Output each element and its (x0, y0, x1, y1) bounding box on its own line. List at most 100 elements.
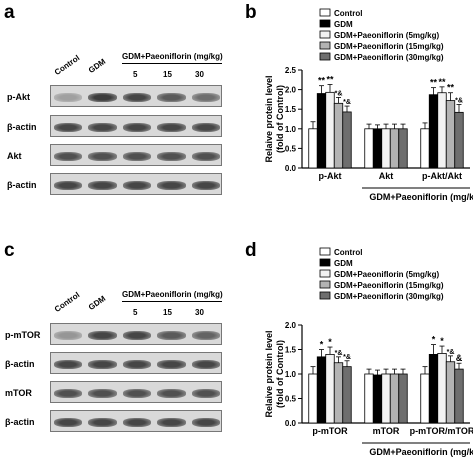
legend-entry: Control (334, 248, 362, 257)
treatment-label: GDM+Paeoniflorin (mg/kg) (122, 52, 223, 61)
bar (308, 128, 318, 169)
row-label-akt: Akt (7, 151, 22, 161)
blot-band (191, 180, 220, 190)
bar (398, 128, 408, 169)
y-tick-label: 1.0 (285, 125, 297, 134)
significance-label: * (320, 340, 324, 350)
blot-band (122, 388, 152, 398)
row-label-b-actin-1: β-actin (7, 122, 37, 132)
bar (420, 128, 430, 169)
legend-entry: GDM+Paeoniflorin (30mg/kg) (334, 53, 444, 62)
dose-30: 30 (195, 308, 204, 317)
legend-swatch (319, 52, 331, 61)
blot-strip (50, 173, 222, 195)
blot-strip (50, 410, 222, 432)
bar (445, 361, 456, 424)
bar (316, 93, 327, 169)
bar (325, 353, 335, 424)
blot-band (122, 359, 152, 369)
row-label-b-actin-2: β-actin (7, 180, 37, 190)
blot-band (88, 417, 117, 427)
blot-band (191, 388, 220, 398)
significance-label: ** (318, 76, 326, 86)
blot-band (122, 122, 152, 132)
legend-swatch (319, 30, 331, 39)
category-label: p-mTOR/mTOR (410, 426, 473, 436)
blot-band (88, 122, 117, 132)
y-axis-label: (fold of Control) (275, 85, 285, 153)
panel-letter-d: d (245, 240, 257, 261)
row-label-b-actin-2: β-actin (5, 417, 35, 427)
bar (398, 373, 408, 424)
legend-swatch (319, 291, 331, 300)
blot-band (157, 417, 186, 427)
blot-col-gdm: GDM (86, 293, 108, 312)
y-tick-label: 1.5 (285, 346, 297, 355)
dose-15: 15 (163, 308, 172, 317)
bar (333, 102, 344, 169)
blot-band (54, 180, 83, 190)
bar (437, 353, 447, 424)
bar (381, 373, 391, 424)
blot-band (88, 180, 117, 190)
blot-band (54, 151, 83, 161)
legend-entry: Control (334, 9, 362, 18)
category-label: p-mTOR (312, 426, 348, 436)
y-tick-label: 0.0 (285, 164, 297, 173)
legend-entry: GDM+Paeoniflorin (30mg/kg) (334, 292, 444, 301)
legend-entry: GDM+Paeoniflorin (5mg/kg) (334, 31, 439, 40)
significance-label: * (328, 337, 332, 347)
dose-5: 5 (133, 308, 138, 317)
blot-band (191, 122, 220, 132)
blot-band (88, 151, 117, 161)
bar (342, 366, 352, 424)
significance-label: ** (438, 77, 446, 87)
bar (437, 92, 447, 169)
blot-band (122, 330, 152, 340)
legend-swatch (319, 258, 331, 267)
bar (308, 373, 318, 424)
blot-band (122, 417, 152, 427)
category-label: Akt (379, 171, 394, 181)
bar (372, 374, 383, 424)
blot-band (191, 330, 220, 340)
blot-band (191, 151, 220, 161)
bar (316, 356, 327, 424)
significance-label: *& (455, 97, 463, 104)
blot-band (88, 330, 117, 340)
y-tick-label: 1.0 (285, 370, 297, 379)
y-tick-label: 0.5 (285, 395, 297, 404)
blot-band (54, 417, 83, 427)
blot-band (191, 359, 220, 369)
y-tick-label: 2.5 (285, 66, 297, 75)
blot-band (88, 388, 117, 398)
bar (445, 100, 456, 169)
significance-label: * (432, 335, 436, 345)
legend-entry: GDM+Paeoniflorin (15mg/kg) (334, 281, 444, 290)
y-axis-label: Relaive protein level (264, 330, 274, 417)
blot-band (54, 92, 83, 102)
blot-band (191, 417, 220, 427)
legend-entry: GDM+Paeoniflorin (15mg/kg) (334, 42, 444, 51)
blot-band (122, 92, 152, 102)
significance-label: ** (326, 75, 334, 85)
row-label-b-actin-1: β-actin (5, 359, 35, 369)
significance-label: * (440, 336, 444, 346)
category-label: p-Akt/Akt (422, 171, 462, 181)
bar (389, 128, 400, 169)
blot-band (157, 122, 186, 132)
dose-5: 5 (133, 70, 138, 79)
row-label-p-akt: p-Akt (7, 92, 30, 102)
bar (333, 362, 344, 424)
legend-swatch (319, 8, 331, 17)
bar (381, 128, 391, 169)
significance-label: *& (335, 350, 343, 357)
legend-entry: GDM (334, 259, 353, 268)
panel-letter-b: b (245, 2, 257, 23)
blot-band (54, 122, 83, 132)
legend-swatch (319, 247, 331, 256)
bar (372, 128, 383, 169)
dose-30: 30 (195, 70, 204, 79)
y-tick-label: 0.0 (285, 419, 297, 428)
panel-letter-c: c (4, 240, 15, 261)
